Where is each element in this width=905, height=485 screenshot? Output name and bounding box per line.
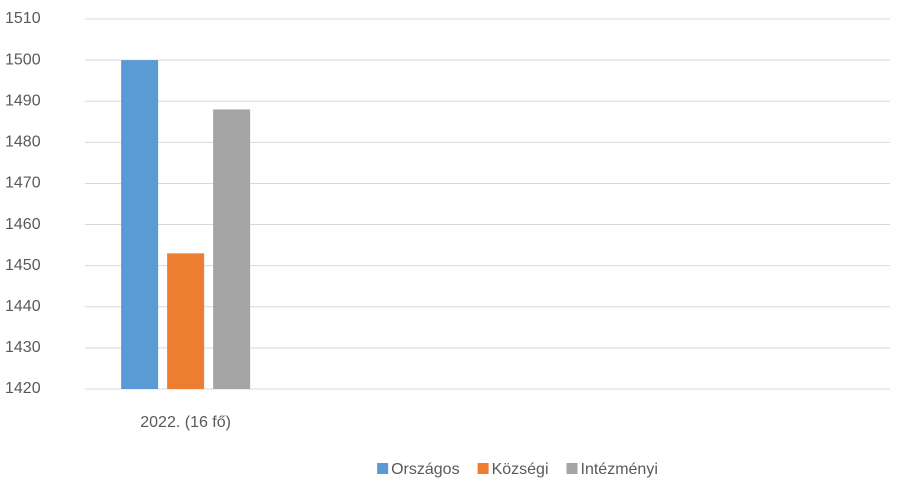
legend-label: Intézményi	[581, 461, 658, 478]
legend-label: Országos	[391, 461, 459, 478]
bar	[167, 253, 205, 389]
legend-swatch	[477, 463, 489, 474]
y-tick-label: 1500	[5, 51, 41, 68]
x-tick-label: 2022. (16 fő)	[140, 414, 231, 431]
y-tick-label: 1420	[5, 380, 41, 397]
y-tick-label: 1440	[5, 298, 41, 315]
y-tick-label: 1490	[5, 92, 41, 109]
legend-label: Községi	[492, 461, 549, 478]
bar	[121, 60, 159, 389]
bar	[213, 109, 251, 389]
y-tick-label: 1430	[5, 339, 41, 356]
y-tick-label: 1480	[5, 134, 41, 151]
y-tick-label: 1460	[5, 216, 41, 233]
y-tick-label: 1510	[5, 10, 41, 27]
legend-swatch	[377, 463, 389, 474]
y-tick-label: 1450	[5, 257, 41, 274]
legend-swatch	[566, 463, 578, 474]
y-tick-label: 1470	[5, 175, 41, 192]
